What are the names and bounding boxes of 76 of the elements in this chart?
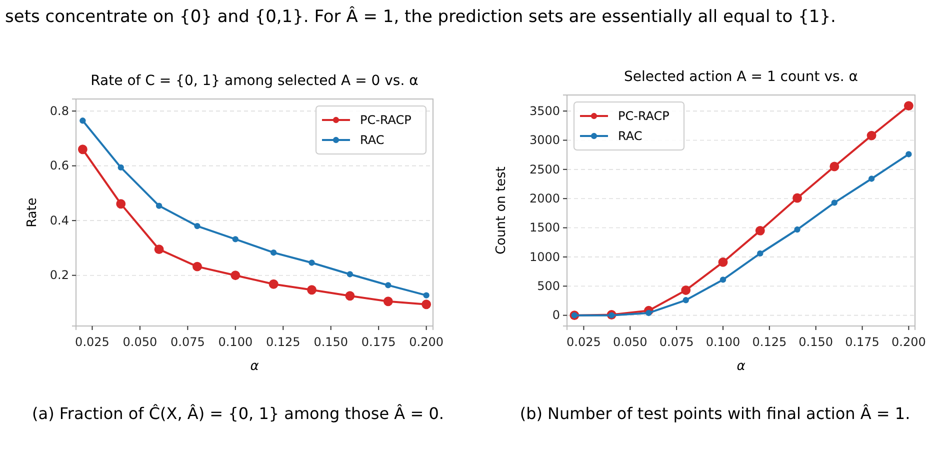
x-tick-label: 0.200 [892,335,926,350]
point [385,282,392,288]
y-tick-label: 0.4 [50,213,69,228]
x-tick-label: 0.150 [314,335,348,350]
point [682,297,689,304]
y-tick-label: 0 [552,308,560,322]
point [830,162,840,172]
point [268,279,278,289]
text: (b) Number of test points with final action Â = 1. [520,404,910,423]
point [192,262,202,272]
point [757,250,764,257]
point [307,285,316,295]
point [423,292,430,298]
point [904,101,914,111]
x-tick-label: 0.025 [566,335,601,350]
point [308,260,315,266]
legend-label: PC-RACP [360,113,412,127]
point [78,144,88,154]
y-tick-label: 1500 [529,220,560,235]
point [720,276,726,283]
point [116,199,126,209]
chart-title: Selected action A = 1 count vs. α [624,69,858,85]
y-tick-label: 500 [537,278,560,293]
x-tick-label: 0.050 [612,335,648,350]
point [154,244,164,254]
y-tick-label: 0.2 [50,268,69,282]
point [755,226,765,236]
x-tick-label: 0.050 [122,335,158,350]
y-axis-title: Count on test [494,166,509,255]
point [156,202,162,209]
y-tick-label: 2000 [529,191,560,206]
point [345,291,355,301]
x-axis-title: α [250,359,260,374]
point [831,200,838,206]
point [646,310,652,316]
point [383,296,393,306]
x-tick-label: 0.100 [218,335,253,350]
point [868,176,875,182]
y-tick-label: 2500 [529,162,560,176]
x-tick-label: 0.175 [845,335,880,350]
y-tick-label: 3000 [529,133,560,148]
y-axis-title: Rate [25,198,40,228]
point [794,226,800,233]
x-tick-label: 0.200 [409,335,444,350]
point [230,270,240,280]
x-tick-label: 0.025 [75,335,110,350]
point [681,286,691,295]
x-tick-label: 0.100 [706,335,740,350]
x-tick-label: 0.125 [752,335,787,350]
y-tick-label: 1000 [529,250,560,264]
point [194,222,200,230]
text: (a) Fraction of Ĉ(X, Â) = {0, 1} among those Â = 0. [32,404,444,423]
chart-title: Rate of C = {0, 1} among selected A = 0 vs. α [90,73,418,89]
point [866,130,876,140]
x-tick-label: 0.150 [798,335,834,350]
point [270,250,277,256]
x-tick-label: 0.075 [659,335,694,350]
point [422,300,432,310]
point [232,236,238,242]
point [792,193,802,203]
text: sets concentrate on {0} and {0,1}. For Â = 1, the prediction sets are essentially all equal to {1}. [5,6,836,27]
x-tick-label: 0.175 [361,335,396,350]
point [118,164,124,171]
y-tick-label: 0.8 [50,104,69,118]
legend-label: RAC [360,133,384,147]
legend-label: RAC [618,129,642,143]
point [346,271,354,278]
x-axis-title: α [736,359,746,374]
point [718,258,728,267]
x-tick-label: 0.075 [170,335,205,350]
y-tick-label: 0.6 [50,158,69,173]
x-tick-label: 0.125 [266,335,300,350]
point [906,151,912,158]
legend-label: PC-RACP [618,109,670,123]
point [80,118,86,124]
y-tick-label: 3500 [529,104,560,118]
